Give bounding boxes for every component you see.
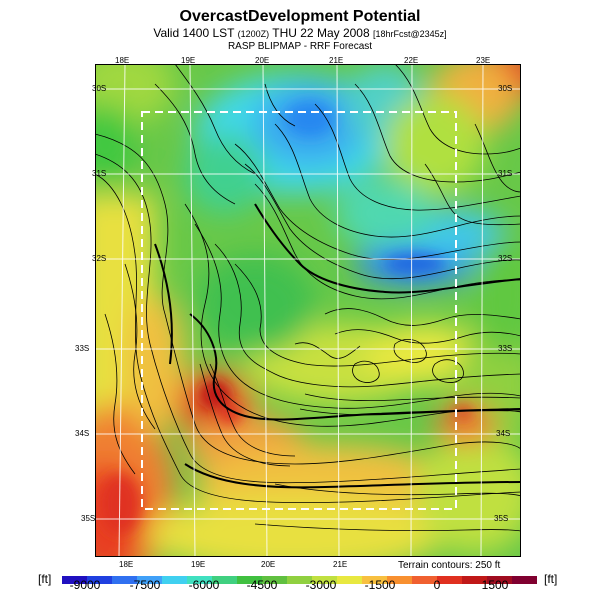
lat-label-left: 32S	[92, 254, 107, 263]
color-scale-swatches	[62, 576, 538, 584]
color-scale-swatch	[237, 576, 263, 584]
valid-time: Valid 1400 LST (1200Z) THU 22 May 2008 […	[0, 26, 600, 40]
color-scale-swatch	[312, 576, 338, 584]
valid-utc: (1200Z)	[237, 29, 270, 39]
lon-label-top: 23E	[476, 56, 491, 65]
color-scale-swatch	[87, 576, 113, 584]
color-scale-swatch	[337, 576, 363, 584]
color-scale-tick: 0	[433, 578, 441, 592]
color-scale-bar	[62, 571, 538, 584]
color-scale-swatch	[187, 576, 213, 584]
color-scale-swatch	[462, 576, 488, 584]
color-scale-swatch	[212, 576, 238, 584]
unit-left-label: [ft]	[38, 572, 52, 586]
terrain-contour-note: Terrain contours: 250 ft	[398, 560, 501, 571]
color-scale-swatch	[387, 576, 413, 584]
color-scale-swatch	[162, 576, 188, 584]
color-scale-swatch	[487, 576, 513, 584]
lat-label-right: 33S	[498, 344, 513, 353]
lon-label-top: 20E	[255, 56, 270, 65]
color-scale-tick: -6000	[188, 578, 220, 592]
color-scale-tick: 1500	[481, 578, 509, 592]
color-scale-swatch	[62, 576, 88, 584]
lat-label-right: 35S	[494, 514, 509, 523]
lon-label-bottom: 20E	[261, 560, 276, 569]
color-scale-swatch	[512, 576, 538, 584]
lat-label-left: 35S	[81, 514, 96, 523]
color-scale-tick: -9000	[69, 578, 101, 592]
lat-label-right: 31S	[498, 169, 513, 178]
color-scale-swatch	[362, 576, 388, 584]
color-scale-swatch	[287, 576, 313, 584]
lon-label-top: 18E	[115, 56, 130, 65]
lon-label-top: 19E	[181, 56, 196, 65]
unit-right-label: [ft]	[544, 572, 558, 586]
color-scale-swatch	[112, 576, 138, 584]
lat-label-left: 30S	[92, 84, 107, 93]
graticule	[95, 64, 521, 557]
color-scale-tick: -1500	[364, 578, 396, 592]
color-scale-swatch	[262, 576, 288, 584]
lat-label-right: 30S	[498, 84, 513, 93]
forecast-label: [18hrFcst@2345z]	[373, 29, 447, 39]
map-title: OvercastDevelopment Potential	[179, 8, 421, 25]
color-scale-swatch	[412, 576, 438, 584]
lon-label-top: 22E	[404, 56, 419, 65]
inner-domain-box	[141, 111, 457, 510]
lon-label-bottom: 18E	[119, 560, 134, 569]
valid-prefix: Valid 1400 LST	[153, 26, 235, 40]
lon-label-bottom: 19E	[191, 560, 206, 569]
lat-label-left: 34S	[75, 429, 90, 438]
color-scale-swatch	[137, 576, 163, 584]
lat-label-right: 34S	[496, 429, 511, 438]
color-scale-tick: -3000	[305, 578, 337, 592]
lat-label-left: 33S	[75, 344, 90, 353]
forecast-map: 18E 19E 20E 21E 22E 23E 18E 19E 20E 21E …	[75, 56, 521, 569]
lon-label-bottom: 21E	[333, 560, 348, 569]
map-frame	[95, 64, 521, 557]
map-subtitle: RASP BLIPMAP - RRF Forecast	[227, 41, 373, 52]
color-scale-tick: -7500	[129, 578, 161, 592]
lat-label-right: 32S	[498, 254, 513, 263]
lon-label-top: 21E	[329, 56, 344, 65]
valid-date: THU 22 May 2008	[272, 26, 370, 40]
color-scale-swatch	[437, 576, 463, 584]
lat-label-left: 31S	[92, 169, 107, 178]
map-canvas	[95, 64, 521, 557]
color-scale-tick: -4500	[246, 578, 278, 592]
